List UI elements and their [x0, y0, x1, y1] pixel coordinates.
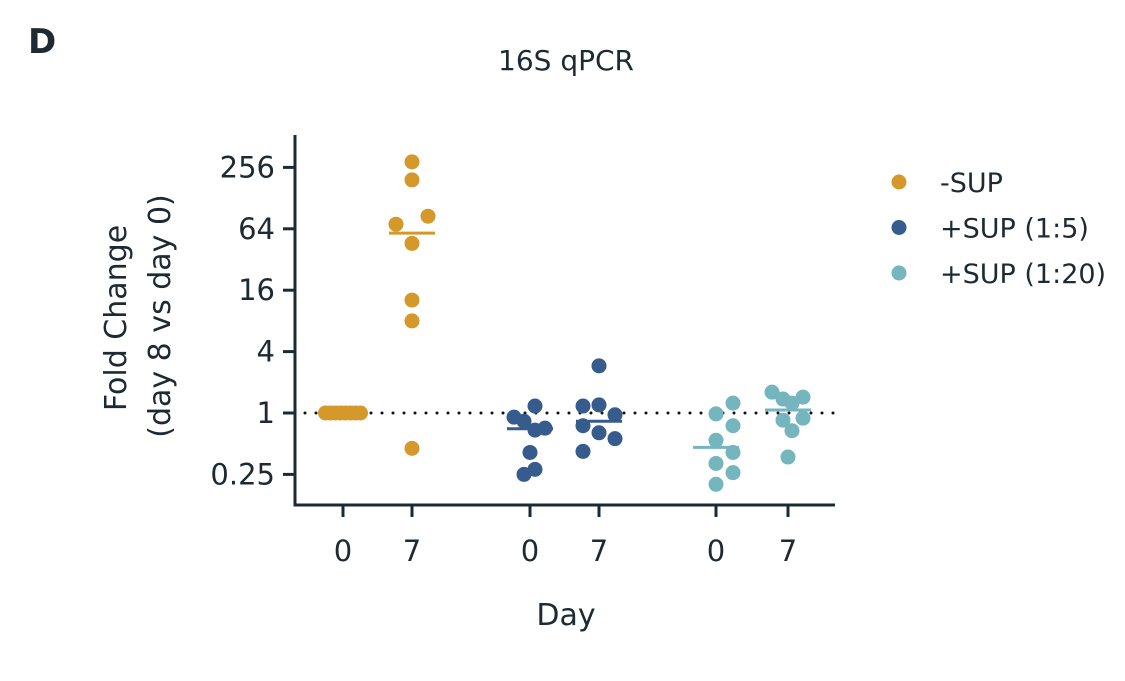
y-axis: 0.25 1 4 16 64 256 — [210, 135, 297, 507]
data-point — [708, 406, 724, 422]
data-point — [404, 440, 420, 456]
data-point — [591, 425, 607, 441]
x-tick-label: 0 — [334, 534, 352, 568]
legend-label: +SUP (1:20) — [940, 259, 1106, 290]
x-tick-label: 7 — [779, 534, 797, 568]
data-point — [764, 384, 780, 400]
data-point — [522, 444, 538, 460]
legend-label: +SUP (1:5) — [940, 214, 1089, 245]
y-axis-label-line1: Fold Change — [99, 225, 134, 411]
data-point — [708, 476, 724, 492]
data-point — [795, 389, 811, 405]
data-point — [775, 412, 791, 428]
data-point — [404, 154, 420, 170]
legend-label: -SUP — [940, 168, 1003, 199]
data-points — [318, 154, 811, 492]
legend-marker — [891, 265, 907, 281]
y-axis-label-line2: (day 8 vs day 0) — [143, 194, 178, 437]
data-point — [780, 449, 796, 465]
x-axis: 0 7 0 7 0 7 — [293, 503, 835, 568]
data-point — [708, 455, 724, 471]
data-point — [404, 235, 420, 251]
data-point — [527, 398, 543, 414]
legend: -SUP +SUP (1:5) +SUP (1:20) — [891, 168, 1106, 290]
data-point — [420, 208, 436, 224]
data-point — [725, 418, 741, 434]
data-point — [575, 398, 591, 414]
data-point — [388, 216, 404, 232]
y-tick-label: 4 — [257, 335, 275, 369]
data-point — [591, 397, 607, 413]
data-point — [575, 443, 591, 459]
panel-label: D — [28, 22, 56, 62]
data-point — [607, 407, 623, 423]
x-axis-label: Day — [536, 598, 595, 633]
y-tick-label: 256 — [220, 150, 275, 184]
x-tick-label: 0 — [707, 534, 725, 568]
y-tick-label: 0.25 — [210, 457, 275, 491]
data-point — [516, 466, 532, 482]
legend-marker — [891, 174, 907, 190]
x-tick-label: 7 — [403, 534, 421, 568]
chart-title: 16S qPCR — [498, 44, 634, 77]
legend-marker — [891, 220, 907, 235]
data-point — [725, 395, 741, 411]
data-point — [607, 431, 623, 447]
data-point — [795, 410, 811, 426]
data-point — [404, 292, 420, 308]
y-tick-label: 64 — [238, 212, 275, 246]
data-point — [784, 395, 800, 411]
y-tick-label: 16 — [238, 273, 275, 307]
data-point — [708, 432, 724, 448]
data-point — [725, 465, 741, 481]
data-point — [404, 172, 420, 188]
x-tick-label: 0 — [521, 534, 539, 568]
data-point — [591, 358, 607, 374]
data-point — [404, 313, 420, 329]
data-point — [516, 413, 532, 429]
y-tick-label: 1 — [257, 396, 275, 430]
data-point — [784, 423, 800, 439]
x-tick-label: 7 — [590, 534, 608, 568]
